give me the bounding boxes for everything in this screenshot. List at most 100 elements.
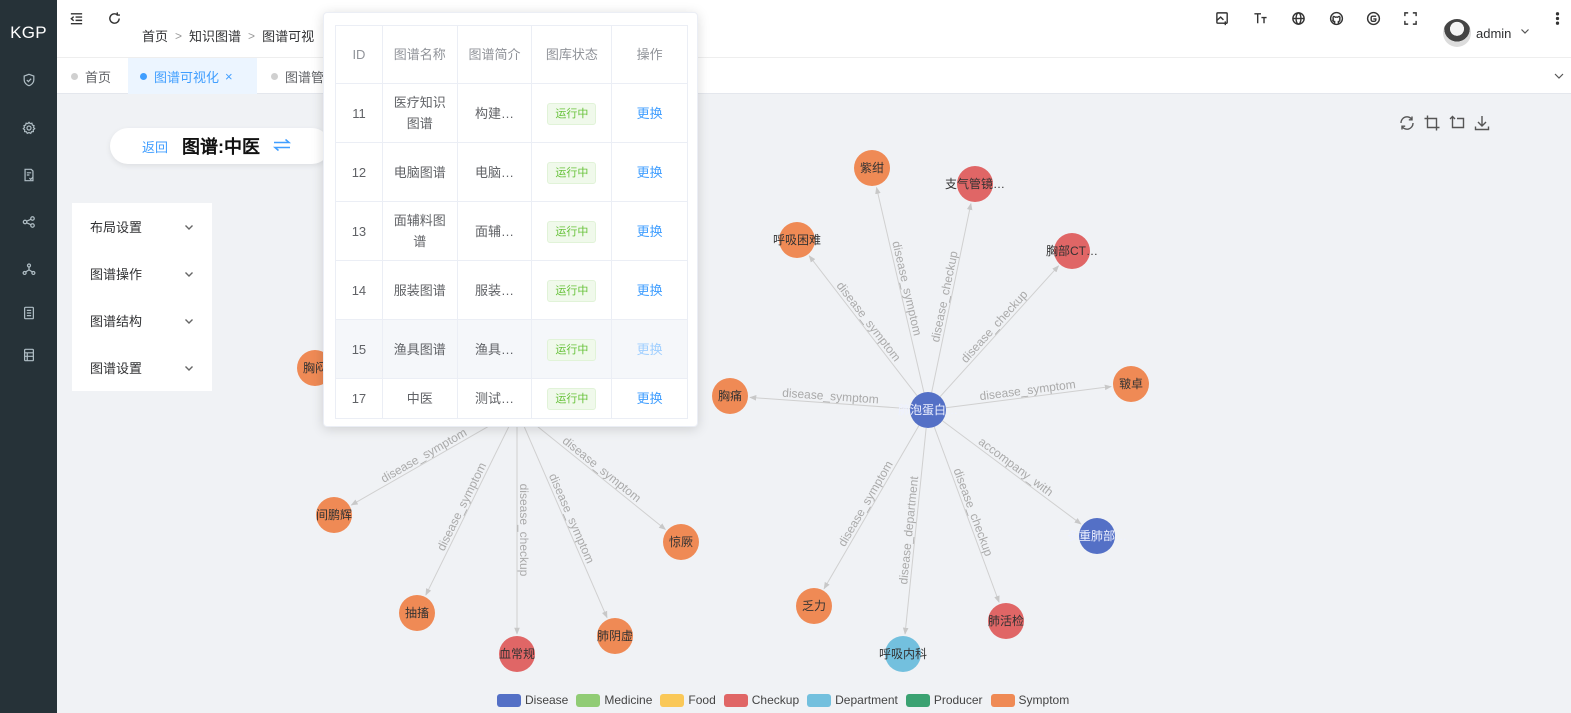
share-nodes-icon[interactable] [0, 210, 57, 234]
column-header-name: 图谱名称 [382, 25, 458, 84]
back-link[interactable]: 返回 [142, 139, 169, 155]
tab-graph-manage[interactable]: 图谱管 [259, 58, 336, 94]
tab-dot-icon [271, 72, 278, 80]
tab-graph-visualization[interactable]: 图谱可视化 × [128, 58, 257, 94]
legend-item[interactable]: Producer [905, 693, 983, 707]
document-check-icon[interactable] [0, 163, 57, 187]
graph-node[interactable]: 胸痛 [712, 378, 748, 414]
fullscreen-icon[interactable] [1400, 8, 1420, 28]
graph-edge[interactable] [749, 395, 911, 410]
download-icon[interactable] [1473, 114, 1491, 135]
user-name[interactable]: admin [1476, 26, 1512, 41]
graph-edge[interactable] [823, 425, 920, 590]
refresh-icon[interactable] [104, 8, 124, 28]
legend-swatch [723, 693, 748, 707]
legend-swatch [905, 693, 930, 707]
graph-settings-item[interactable]: 图谱设置 [72, 344, 212, 391]
graph-node[interactable]: 惊厥 [663, 524, 699, 560]
tab-home[interactable]: 首页 [59, 58, 123, 94]
graph-node[interactable]: 多重肺部… [1067, 518, 1127, 554]
gitee-icon[interactable] [1363, 8, 1383, 28]
breadcrumb-knowledge-graph[interactable]: 知识图谱 [189, 29, 242, 44]
graph-node[interactable]: 间鹏辉 [316, 497, 352, 533]
table-row: 13 面辅料图谱 面辅… 运行中 更换 [335, 201, 688, 261]
node-circle [779, 222, 815, 258]
zoom-reset-icon[interactable] [1448, 114, 1466, 135]
graph-node[interactable]: 乏力 [796, 588, 832, 624]
graph-edge[interactable] [933, 426, 1000, 603]
cell-name: 医疗知识图谱 [382, 83, 458, 143]
legend-item[interactable]: Medicine [576, 693, 652, 707]
replace-link[interactable]: 更换 [636, 164, 663, 180]
graph-edge[interactable] [939, 265, 1060, 397]
restore-icon[interactable] [1398, 114, 1416, 135]
close-icon[interactable]: × [225, 68, 233, 84]
legend-item[interactable]: Food [660, 693, 716, 707]
replace-link[interactable]: 更换 [636, 223, 663, 239]
graph-node[interactable]: 肺泡蛋白… [898, 392, 958, 428]
image-add-icon[interactable] [1212, 8, 1232, 28]
graph-network-icon[interactable] [0, 257, 57, 281]
graph-edge[interactable] [522, 424, 608, 619]
graph-node[interactable]: 呼吸内科 [879, 636, 927, 672]
gear-icon[interactable] [0, 116, 57, 140]
cell-status: 运行中 [531, 260, 613, 320]
avatar[interactable] [1443, 19, 1471, 47]
graph-node[interactable]: 皲卓 [1113, 366, 1149, 402]
github-icon[interactable] [1326, 8, 1346, 28]
graph-edge[interactable] [529, 419, 666, 530]
cell-action: 更换 [611, 83, 688, 143]
graph-node[interactable]: 肺阴虚 [597, 618, 633, 654]
graph-canvas[interactable]: disease_symptom disease_checkup disease_sy… [57, 94, 1571, 713]
node-circle [712, 378, 748, 414]
column-header-desc: 图谱简介 [457, 25, 533, 84]
legend-item[interactable]: Checkup [723, 693, 799, 707]
cell-id: 11 [335, 83, 383, 143]
graph-edge[interactable] [931, 202, 973, 393]
knowledge-graph[interactable]: disease_symptom disease_checkupdisease_sy… [57, 94, 1571, 713]
edge-label: disease_symptom [979, 377, 1077, 403]
chevron-down-icon[interactable] [1520, 26, 1530, 36]
graph-node[interactable]: 呼吸困难 [773, 222, 821, 258]
replace-link[interactable]: 更换 [636, 341, 663, 357]
node-circle [1079, 518, 1115, 554]
graph-node[interactable]: 抽搐 [399, 595, 435, 631]
menu-fold-icon[interactable] [66, 8, 86, 28]
edge-label: disease_symptom [835, 458, 896, 549]
replace-link[interactable]: 更换 [636, 391, 663, 406]
legend-item[interactable]: Symptom [990, 693, 1069, 707]
legend-item[interactable]: Department [807, 693, 898, 707]
breadcrumb-home[interactable]: 首页 [142, 29, 169, 44]
graph-edge[interactable] [902, 427, 927, 635]
graph-edge[interactable] [875, 186, 925, 393]
graph-node[interactable]: 紫绀 [854, 150, 890, 186]
swap-icon[interactable] [272, 138, 292, 155]
chevron-down-icon [185, 224, 193, 230]
legend-item[interactable]: Disease [497, 693, 568, 707]
graph-node[interactable]: 胸部CT… [1046, 233, 1098, 269]
graph-node[interactable]: 血常规 [499, 636, 535, 672]
replace-link[interactable]: 更换 [636, 105, 663, 121]
zoom-select-icon[interactable] [1423, 114, 1441, 135]
edge-label: disease_symptom [782, 386, 879, 407]
more-vertical-icon[interactable] [1547, 8, 1567, 28]
graph-operation-item[interactable]: 图谱操作 [72, 250, 212, 297]
node-label: 胸部CT… [1046, 243, 1098, 258]
font-size-icon[interactable] [1250, 8, 1270, 28]
globe-icon[interactable] [1288, 8, 1308, 28]
graph-edge[interactable] [942, 420, 1082, 525]
replace-link[interactable]: 更换 [636, 282, 663, 298]
graph-node[interactable]: 支气管镜… [945, 166, 1005, 202]
chevron-down-icon[interactable] [1553, 70, 1565, 82]
graph-edge[interactable] [350, 417, 504, 506]
layout-settings-item[interactable]: 布局设置 [72, 203, 212, 250]
graph-node[interactable]: 肺活检 [988, 603, 1024, 639]
shield-icon[interactable] [0, 68, 57, 92]
graph-edge[interactable] [808, 255, 918, 397]
file-list-icon[interactable] [0, 301, 57, 325]
table-icon[interactable] [0, 343, 57, 367]
cell-name-text: 电脑图谱 [393, 164, 446, 180]
graph-structure-item[interactable]: 图谱结构 [72, 297, 212, 344]
graph-edge[interactable] [425, 424, 511, 596]
graph-edge[interactable] [945, 384, 1112, 409]
